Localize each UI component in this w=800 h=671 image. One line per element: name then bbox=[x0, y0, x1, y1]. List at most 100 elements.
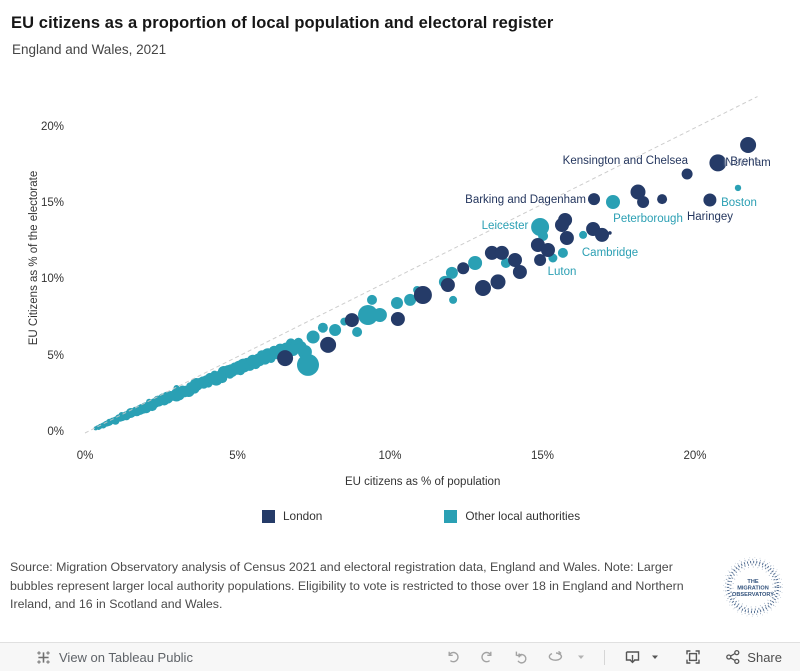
refresh-caret-button[interactable] bbox=[574, 644, 594, 670]
bubble-london[interactable] bbox=[588, 193, 600, 206]
caret-down-icon bbox=[578, 655, 585, 659]
tableau-logo-icon bbox=[37, 650, 50, 664]
legend-label: London bbox=[283, 509, 323, 523]
bubble-london[interactable] bbox=[709, 154, 727, 172]
bubble-other[interactable] bbox=[372, 308, 387, 322]
bubble-other[interactable] bbox=[734, 184, 742, 192]
point-label: Barking and Dagenham bbox=[465, 194, 586, 206]
logo-line-1: THE bbox=[747, 579, 758, 585]
bubble-london[interactable] bbox=[508, 253, 522, 267]
redo-icon bbox=[481, 651, 492, 663]
legend-item-other[interactable]: Other local authorities bbox=[444, 509, 580, 523]
bubble-other[interactable] bbox=[404, 293, 417, 306]
point-label: Haringey bbox=[686, 211, 734, 223]
bubble-london[interactable] bbox=[490, 274, 506, 290]
bubble-other[interactable] bbox=[306, 330, 320, 344]
tableau-toolbar: View on Tableau Public bbox=[0, 642, 800, 671]
reference-line bbox=[84, 96, 758, 434]
reset-icon bbox=[515, 651, 527, 664]
legend-item-london[interactable]: London bbox=[262, 509, 322, 523]
bubble-london[interactable] bbox=[390, 312, 405, 326]
scatter-plot[interactable] bbox=[0, 0, 800, 640]
bubble-other[interactable] bbox=[579, 230, 588, 239]
y-tick-label: 0% bbox=[47, 426, 64, 438]
bubble-london[interactable] bbox=[657, 194, 668, 205]
download-caret-button[interactable] bbox=[650, 644, 668, 670]
redo-button[interactable] bbox=[470, 644, 504, 670]
x-tick-label: 10% bbox=[378, 450, 402, 462]
chart-title: EU citizens as a proportion of local pop… bbox=[11, 14, 554, 32]
fullscreen-icon bbox=[686, 650, 700, 664]
refresh-button[interactable] bbox=[538, 644, 574, 670]
y-tick-label: 10% bbox=[40, 273, 64, 286]
refresh-icon bbox=[548, 650, 563, 661]
share-button[interactable]: Share bbox=[716, 644, 786, 670]
view-on-tableau-public[interactable]: View on Tableau Public bbox=[35, 649, 193, 666]
footer-notes: Source: Migration Observatory analysis o… bbox=[10, 558, 688, 614]
point-label: Newham bbox=[725, 157, 771, 169]
bubble-london[interactable] bbox=[740, 137, 757, 153]
bubble-london[interactable] bbox=[541, 243, 555, 257]
bubble-other[interactable] bbox=[468, 256, 483, 270]
bubble-london[interactable] bbox=[595, 227, 609, 242]
bubble-other[interactable] bbox=[358, 305, 378, 325]
point-label: Leicester bbox=[481, 220, 529, 232]
bubble-london[interactable] bbox=[637, 196, 650, 208]
bubble-other[interactable] bbox=[557, 247, 568, 258]
bubble-other[interactable] bbox=[538, 231, 549, 241]
bubble-other[interactable] bbox=[352, 327, 363, 337]
bubble-london[interactable] bbox=[457, 262, 470, 275]
bubble-london[interactable] bbox=[630, 184, 646, 200]
undo-button[interactable] bbox=[436, 644, 470, 670]
download-icon bbox=[626, 650, 640, 663]
bubble-other[interactable] bbox=[367, 294, 377, 305]
bubble-london[interactable] bbox=[277, 350, 294, 367]
bubble-london[interactable] bbox=[494, 245, 509, 260]
bubble-london[interactable] bbox=[555, 218, 569, 232]
caret-down-icon bbox=[652, 655, 659, 659]
bubble-london[interactable] bbox=[440, 278, 455, 292]
y-tick-label: 15% bbox=[40, 197, 64, 210]
bubble-london[interactable] bbox=[475, 280, 491, 296]
bubble-other[interactable] bbox=[445, 266, 458, 279]
bubble-london[interactable] bbox=[608, 231, 612, 235]
bubble-other[interactable] bbox=[329, 324, 342, 336]
bubble-other[interactable] bbox=[297, 353, 319, 376]
bubble-london[interactable] bbox=[484, 245, 499, 260]
bubble-other[interactable] bbox=[317, 322, 328, 333]
bubble-london[interactable] bbox=[512, 265, 527, 279]
legend-label: Other local authorities bbox=[465, 509, 581, 523]
share-label: Share bbox=[747, 649, 782, 665]
point-label: Cambridge bbox=[581, 247, 639, 259]
share-icon bbox=[726, 649, 740, 665]
legend-swatch-london bbox=[262, 509, 275, 523]
point-label: Kensington and Chelsea bbox=[562, 155, 688, 167]
x-axis-title: EU citizens as % of population bbox=[345, 476, 501, 488]
point-label: Boston bbox=[721, 197, 757, 209]
logo-line-2: MIGRATION bbox=[737, 586, 769, 592]
y-tick-label: 5% bbox=[47, 349, 64, 362]
bubble-london[interactable] bbox=[681, 168, 693, 180]
x-tick-label: 0% bbox=[76, 450, 94, 462]
view-on-tableau-public-label: View on Tableau Public bbox=[59, 649, 193, 665]
x-tick-label: 20% bbox=[683, 450, 707, 462]
toolbar-divider bbox=[604, 649, 606, 665]
bubble-other[interactable] bbox=[391, 297, 403, 309]
bubble-other[interactable] bbox=[449, 295, 458, 304]
reset-button[interactable] bbox=[504, 644, 538, 670]
legend: London Other local authorities bbox=[262, 509, 580, 523]
bubble-london[interactable] bbox=[320, 336, 337, 353]
undo-icon bbox=[448, 651, 459, 663]
bubble-london[interactable] bbox=[344, 313, 359, 328]
point-label: Luton bbox=[547, 266, 577, 278]
download-button[interactable] bbox=[615, 644, 650, 670]
bubble-london[interactable] bbox=[703, 193, 717, 207]
y-tick-label: 20% bbox=[40, 120, 64, 133]
bubble-london[interactable] bbox=[534, 254, 547, 266]
point-label: Brent bbox=[730, 156, 758, 168]
bubble-london[interactable] bbox=[413, 286, 432, 304]
bubble-london[interactable] bbox=[559, 231, 574, 245]
fullscreen-button[interactable] bbox=[676, 644, 710, 670]
bubble-other[interactable] bbox=[606, 195, 620, 209]
